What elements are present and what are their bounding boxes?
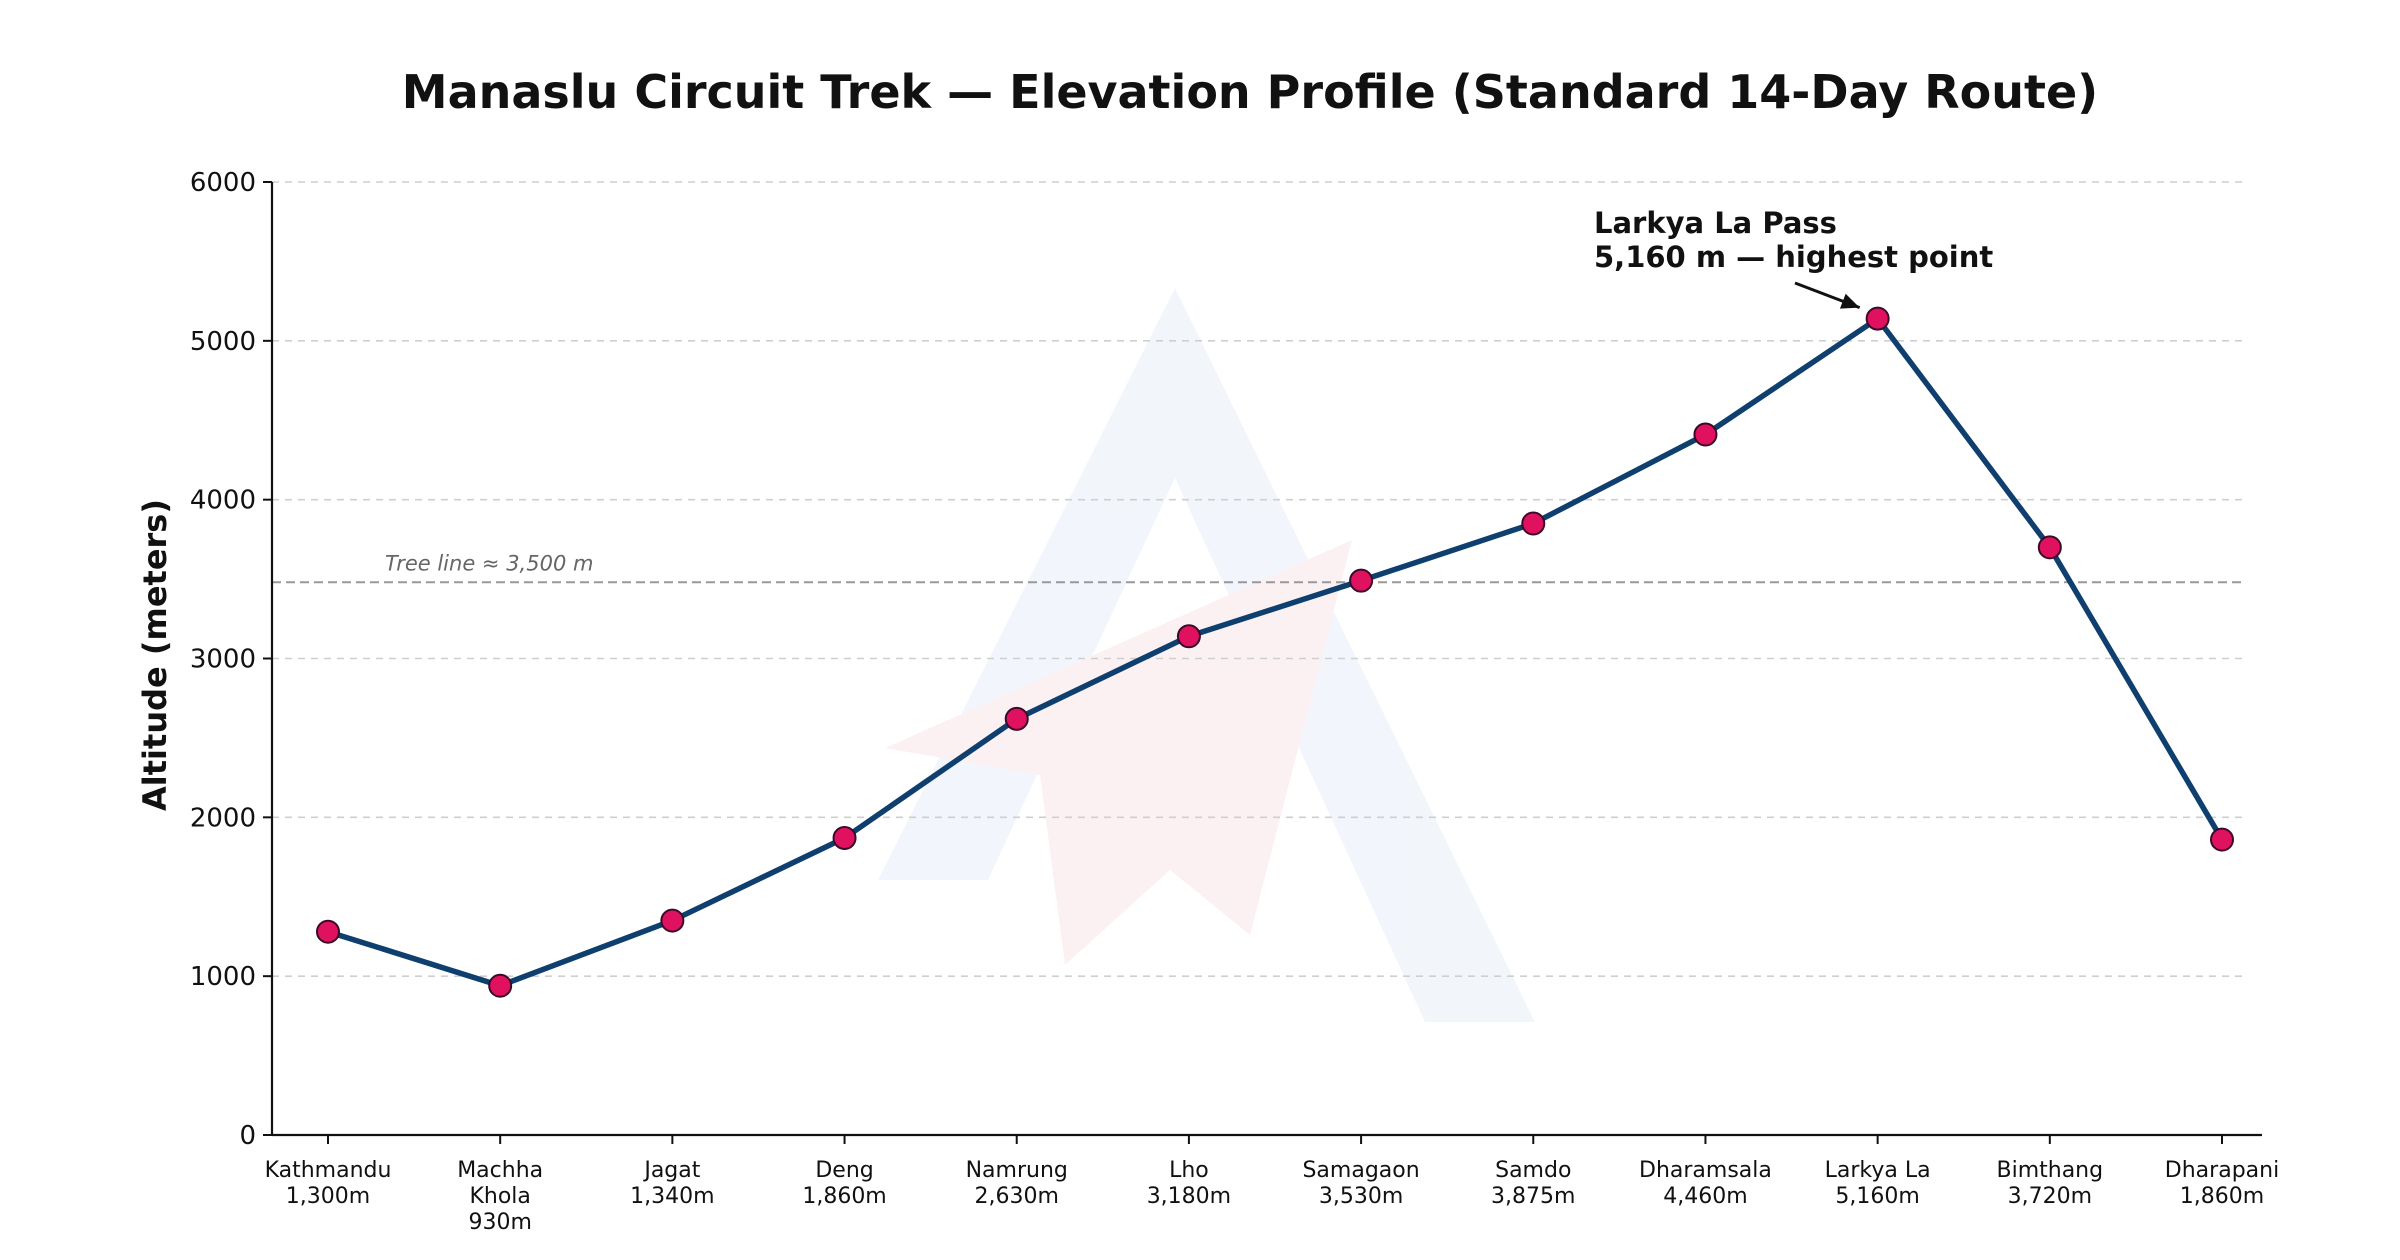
x-tick-label-line: 2,630m — [975, 1184, 1059, 1209]
y-tick-label: 5000 — [190, 327, 256, 357]
x-tick-label-line: 1,860m — [802, 1184, 886, 1209]
x-tick-label-line: Kathmandu — [265, 1158, 392, 1183]
x-tick-label-line: 1,340m — [630, 1184, 714, 1209]
x-tick-label-line: Larkya La — [1825, 1158, 1931, 1183]
x-tick-label-line: Deng — [815, 1158, 873, 1183]
x-tick-label-line: Dharapani — [2165, 1158, 2279, 1183]
x-tick-label: Dharapani 1,860m — [2165, 1158, 2279, 1209]
annotation-line: Larkya La Pass — [1594, 206, 1837, 240]
data-point — [2037, 535, 2062, 560]
x-tick-label: Machha Khola 930m — [457, 1158, 543, 1235]
x-tick-label-line: Samagaon — [1302, 1158, 1419, 1183]
data-point — [1176, 624, 1201, 649]
data-point — [488, 973, 513, 998]
x-tick-label: Dharamsala 4,460m — [1639, 1158, 1772, 1209]
x-tick-label-line: Jagat — [642, 1158, 700, 1183]
x-tick-label-line: Lho — [1169, 1158, 1209, 1183]
data-point — [2210, 827, 2234, 852]
y-tick-label: 3000 — [190, 645, 256, 675]
y-tick-label: 0 — [239, 1121, 256, 1151]
x-tick-label: Larkya La 5,160m — [1825, 1158, 1931, 1209]
x-tick-label-line: 3,720m — [2008, 1184, 2092, 1209]
watermark-logo — [878, 288, 1535, 1022]
tree-line-label: Tree line ≈ 3,500 m — [385, 551, 593, 575]
x-tick-label: Namrung 2,630m — [966, 1158, 1068, 1209]
annotation-text: Larkya La Pass 5,160 m — highest point — [1594, 206, 1993, 274]
data-point — [1004, 706, 1029, 731]
y-tick-label: 1000 — [190, 962, 256, 992]
x-tick-label-line: 1,300m — [286, 1184, 370, 1209]
data-point — [832, 825, 857, 850]
x-tick-label: Jagat 1,340m — [630, 1158, 714, 1209]
data-point — [316, 919, 340, 944]
x-axis-ticks: Kathmandu 1,300m Machha Khola 930m Jagat 1,340… — [265, 1135, 2279, 1235]
elevation-series — [316, 306, 2234, 998]
series-line — [325, 315, 2225, 989]
y-axis-label: Altitude (meters) — [136, 499, 174, 811]
x-tick-label: Deng 1,860m — [802, 1158, 886, 1209]
data-point — [660, 908, 685, 933]
x-tick-label: Bimthang 3,720m — [1997, 1158, 2104, 1209]
x-tick-label-line: 3,875m — [1491, 1184, 1575, 1209]
data-point — [1865, 306, 1890, 331]
x-tick-label-line: Samdo — [1495, 1158, 1571, 1183]
x-tick-label: Samagaon 3,530m — [1302, 1158, 1419, 1209]
data-point — [1349, 568, 1374, 593]
y-tick-label: 4000 — [190, 486, 256, 516]
x-tick-label-line: 3,530m — [1319, 1184, 1403, 1209]
x-tick-label: Kathmandu 1,300m — [265, 1158, 392, 1209]
axes — [270, 182, 2262, 1137]
data-point — [1521, 511, 1546, 536]
x-tick-label: Samdo 3,875m — [1491, 1158, 1575, 1209]
x-tick-label-line: 5,160m — [1835, 1184, 1919, 1209]
x-tick-label-line: 3,180m — [1147, 1184, 1231, 1209]
x-tick-label-line: 930m — [468, 1210, 531, 1235]
x-tick-label: Lho 3,180m — [1147, 1158, 1231, 1209]
x-tick-label-line: Khola — [469, 1184, 530, 1209]
annotation-line: 5,160 m — highest point — [1594, 240, 1993, 274]
y-tick-label: 2000 — [190, 803, 256, 833]
data-point — [1693, 422, 1718, 447]
y-tick-label: 6000 — [190, 168, 256, 198]
annotation-arrowhead — [1839, 293, 1860, 309]
tree-line: Tree line ≈ 3,500 m — [272, 551, 2244, 584]
peak-annotation: Larkya La Pass 5,160 m — highest point — [1594, 206, 1993, 309]
gridlines — [272, 181, 2244, 977]
y-axis-ticks: 0 1000 2000 3000 4000 5000 6000 — [190, 168, 272, 1151]
x-tick-label-line: Machha — [457, 1158, 543, 1183]
chart-title: Manaslu Circuit Trek — Elevation Profile… — [402, 65, 2098, 119]
x-tick-label-line: 4,460m — [1663, 1184, 1747, 1209]
x-tick-label-line: Dharamsala — [1639, 1158, 1772, 1183]
x-tick-label-line: Bimthang — [1997, 1158, 2104, 1183]
x-tick-label-line: 1,860m — [2180, 1184, 2264, 1209]
x-tick-label-line: Namrung — [966, 1158, 1068, 1183]
